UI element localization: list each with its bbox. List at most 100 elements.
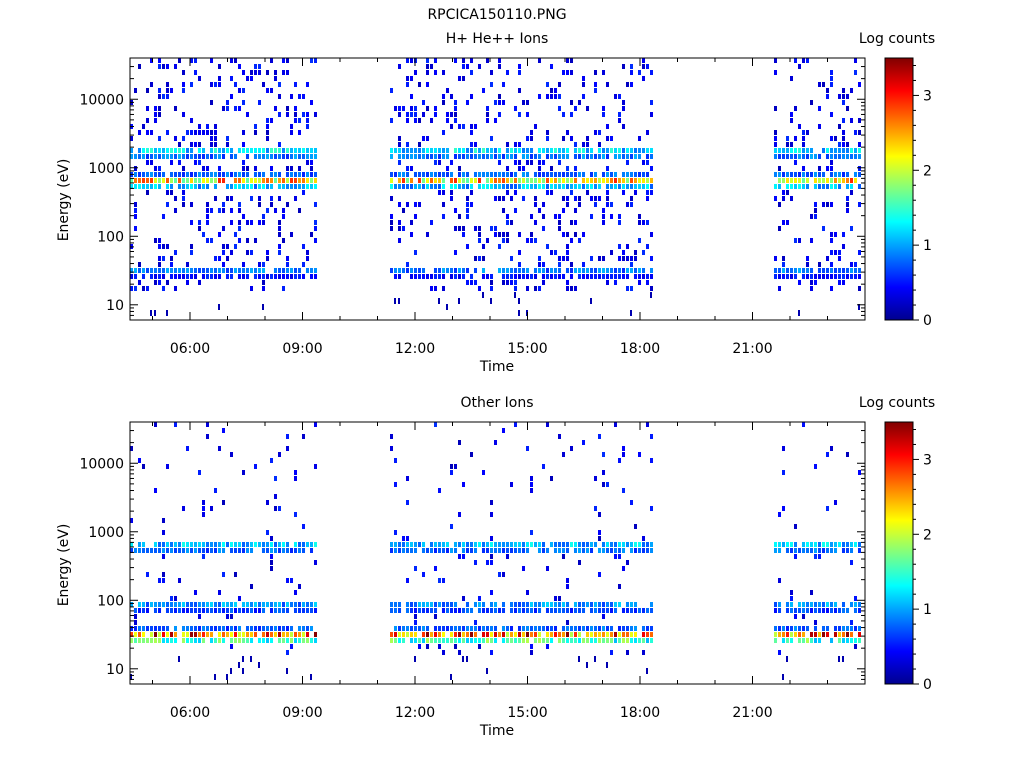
heatmap-cell xyxy=(134,268,137,273)
heatmap-cell xyxy=(602,172,605,177)
heatmap-cell xyxy=(830,154,833,159)
heatmap-cell xyxy=(434,566,437,571)
heatmap-cell xyxy=(506,626,509,631)
heatmap-cell xyxy=(466,196,469,201)
heatmap-cell xyxy=(186,148,189,153)
heatmap-cell xyxy=(618,154,621,159)
heatmap-cell xyxy=(458,166,461,171)
heatmap-cell xyxy=(782,626,785,631)
heatmap-cell xyxy=(626,148,629,153)
heatmap-cell xyxy=(298,602,301,607)
heatmap-cell xyxy=(550,154,553,159)
heatmap-cell xyxy=(310,626,313,631)
heatmap-cell xyxy=(430,184,433,189)
heatmap-cell xyxy=(158,626,161,631)
heatmap-cell xyxy=(302,608,305,613)
heatmap-cell xyxy=(554,94,557,99)
heatmap-cell xyxy=(278,172,281,177)
heatmap-cell xyxy=(266,208,269,213)
heatmap-cell xyxy=(222,500,225,505)
heatmap-cell xyxy=(478,226,481,231)
heatmap-cell xyxy=(274,148,277,153)
heatmap-cell xyxy=(610,178,613,183)
heatmap-cell xyxy=(622,488,625,493)
heatmap-cell xyxy=(238,238,241,243)
heatmap-cell xyxy=(450,608,453,613)
heatmap-cell xyxy=(414,70,417,75)
heatmap-cell xyxy=(606,136,609,141)
heatmap-cell xyxy=(810,268,813,273)
heatmap-cell xyxy=(314,638,317,643)
heatmap-cell xyxy=(842,608,845,613)
heatmap-cell xyxy=(406,500,409,505)
heatmap-cell xyxy=(154,602,157,607)
heatmap-cell xyxy=(446,602,449,607)
heatmap-cell xyxy=(138,64,141,69)
heatmap-cell xyxy=(470,638,473,643)
heatmap-cell xyxy=(282,626,285,631)
heatmap-cell xyxy=(442,100,445,105)
heatmap-cell xyxy=(438,542,441,547)
heatmap-cell xyxy=(414,184,417,189)
heatmap-cell xyxy=(426,274,429,279)
heatmap-cell xyxy=(390,602,393,607)
heatmap-cell xyxy=(578,608,581,613)
heatmap-cell xyxy=(478,172,481,177)
heatmap-cell xyxy=(590,298,592,304)
panel-1-x-axis: 06:00 09:00 12:00 15:00 18:00 21:00 xyxy=(152,58,866,357)
heatmap-cell xyxy=(502,232,505,237)
heatmap-cell xyxy=(642,250,645,255)
heatmap-cell xyxy=(406,154,409,159)
heatmap-cell xyxy=(642,58,645,63)
heatmap-cell xyxy=(786,178,789,183)
heatmap-cell xyxy=(822,172,825,177)
heatmap-cell xyxy=(570,190,573,195)
heatmap-cell xyxy=(622,178,625,183)
heatmap-cell xyxy=(478,148,481,153)
heatmap-cell xyxy=(406,476,409,481)
heatmap-cell xyxy=(150,548,153,553)
heatmap-cell xyxy=(482,470,485,475)
heatmap-cell xyxy=(222,106,225,111)
heatmap-cell xyxy=(814,202,817,207)
heatmap-cell xyxy=(194,154,197,159)
heatmap-cell xyxy=(398,142,401,147)
heatmap-cell xyxy=(474,124,477,129)
heatmap-cell xyxy=(154,542,157,547)
heatmap-cell xyxy=(550,88,553,93)
heatmap-cell xyxy=(838,626,841,631)
heatmap-cell xyxy=(830,178,833,183)
heatmap-cell xyxy=(570,262,573,267)
heatmap-cell xyxy=(130,274,133,279)
heatmap-cell xyxy=(162,172,165,177)
heatmap-cell xyxy=(294,196,297,201)
heatmap-cell xyxy=(178,160,181,165)
heatmap-cell xyxy=(502,548,505,553)
heatmap-cell xyxy=(794,268,797,273)
heatmap-cell xyxy=(854,148,857,153)
heatmap-cell xyxy=(198,226,201,231)
heatmap-cell xyxy=(278,82,281,87)
heatmap-cell xyxy=(458,76,461,81)
heatmap-cell xyxy=(826,274,829,279)
heatmap-cell xyxy=(466,548,469,553)
heatmap-cell xyxy=(570,136,573,141)
heatmap-cell xyxy=(258,262,261,267)
heatmap-cell xyxy=(818,178,821,183)
heatmap-cell xyxy=(562,638,565,643)
heatmap-cell xyxy=(838,656,840,662)
heatmap-cell xyxy=(578,638,581,643)
heatmap-cell xyxy=(170,184,173,189)
heatmap-cell xyxy=(782,268,785,273)
heatmap-cell xyxy=(406,172,409,177)
heatmap-cell xyxy=(270,554,273,559)
heatmap-cell xyxy=(470,280,473,285)
heatmap-cell xyxy=(190,274,193,279)
heatmap-cell xyxy=(130,632,133,637)
heatmap-cell xyxy=(806,602,809,607)
heatmap-cell xyxy=(626,244,629,249)
heatmap-cell xyxy=(774,548,777,553)
heatmap-cell xyxy=(266,542,269,547)
heatmap-cell xyxy=(506,238,509,243)
heatmap-cell xyxy=(486,172,489,177)
